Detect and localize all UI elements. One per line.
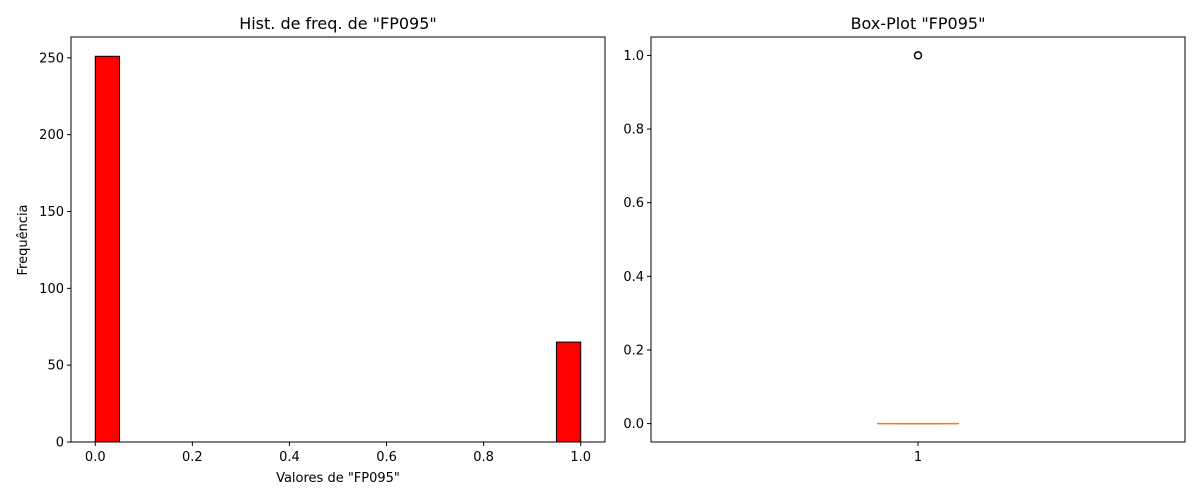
boxplot-y-tick-label-4: 0.8: [623, 123, 644, 138]
boxplot-y-ticks: 0.0 0.2 0.4 0.6 0.8 1.0: [623, 49, 651, 432]
histogram-title: Hist. de freq. de "FP095": [239, 14, 437, 33]
histogram-bars: [94, 55, 582, 443]
histogram-x-tick-label-1: 0.2: [182, 450, 203, 465]
histogram-x-label: Valores de "FP095": [276, 471, 400, 486]
histogram-x-tick-label-3: 0.6: [376, 450, 397, 465]
boxplot-x-tick-label-0: 1: [914, 450, 922, 465]
histogram-y-tick-label-3: 150: [39, 205, 64, 220]
boxplot-y-tick-label-1: 0.2: [623, 343, 644, 358]
histogram-y-tick-label-5: 250: [39, 51, 64, 66]
boxplot-y-tick-label-3: 0.6: [623, 196, 644, 211]
boxplot-y-tick-label-0: 0.0: [623, 417, 644, 432]
histogram-x-tick-label-4: 0.8: [473, 450, 494, 465]
boxplot-y-tick-label-2: 0.4: [623, 270, 644, 285]
boxplot-axes-frame: [650, 36, 1186, 443]
boxplot-y-tick-label-5: 1.0: [623, 49, 644, 64]
histogram-x-tick-label-0: 0.0: [85, 450, 106, 465]
histogram-x-tick-label-5: 1.0: [570, 450, 591, 465]
boxplot-x-ticks: 1: [914, 442, 922, 465]
histogram-bar-0: [94, 55, 121, 443]
histogram-y-label: Frequência: [16, 204, 31, 275]
histogram-axes-frame: [70, 36, 606, 443]
boxplot-outlier-0: [913, 51, 923, 60]
histogram-panel: Hist. de freq. de "FP095" 0.0 0.2 0.4 0.6 0.…: [16, 14, 606, 486]
histogram-x-ticks: 0.0 0.2 0.4 0.6 0.8 1.0: [85, 442, 591, 465]
boxplot-panel: Box-Plot "FP095" 1 0.0 0.2 0.4 0.6 0.8 1.0: [623, 14, 1186, 465]
histogram-y-ticks: 0 50 100 150 200 250: [39, 51, 71, 451]
histogram-x-tick-label-2: 0.4: [279, 450, 300, 465]
histogram-y-tick-label-4: 200: [39, 128, 64, 143]
histogram-bar-1: [555, 341, 582, 443]
histogram-y-tick-label-2: 100: [39, 282, 64, 297]
boxplot-title: Box-Plot "FP095": [851, 14, 986, 33]
histogram-y-tick-label-0: 0: [56, 436, 64, 451]
histogram-y-tick-label-1: 50: [47, 359, 64, 374]
boxplot-elements: [877, 51, 959, 425]
